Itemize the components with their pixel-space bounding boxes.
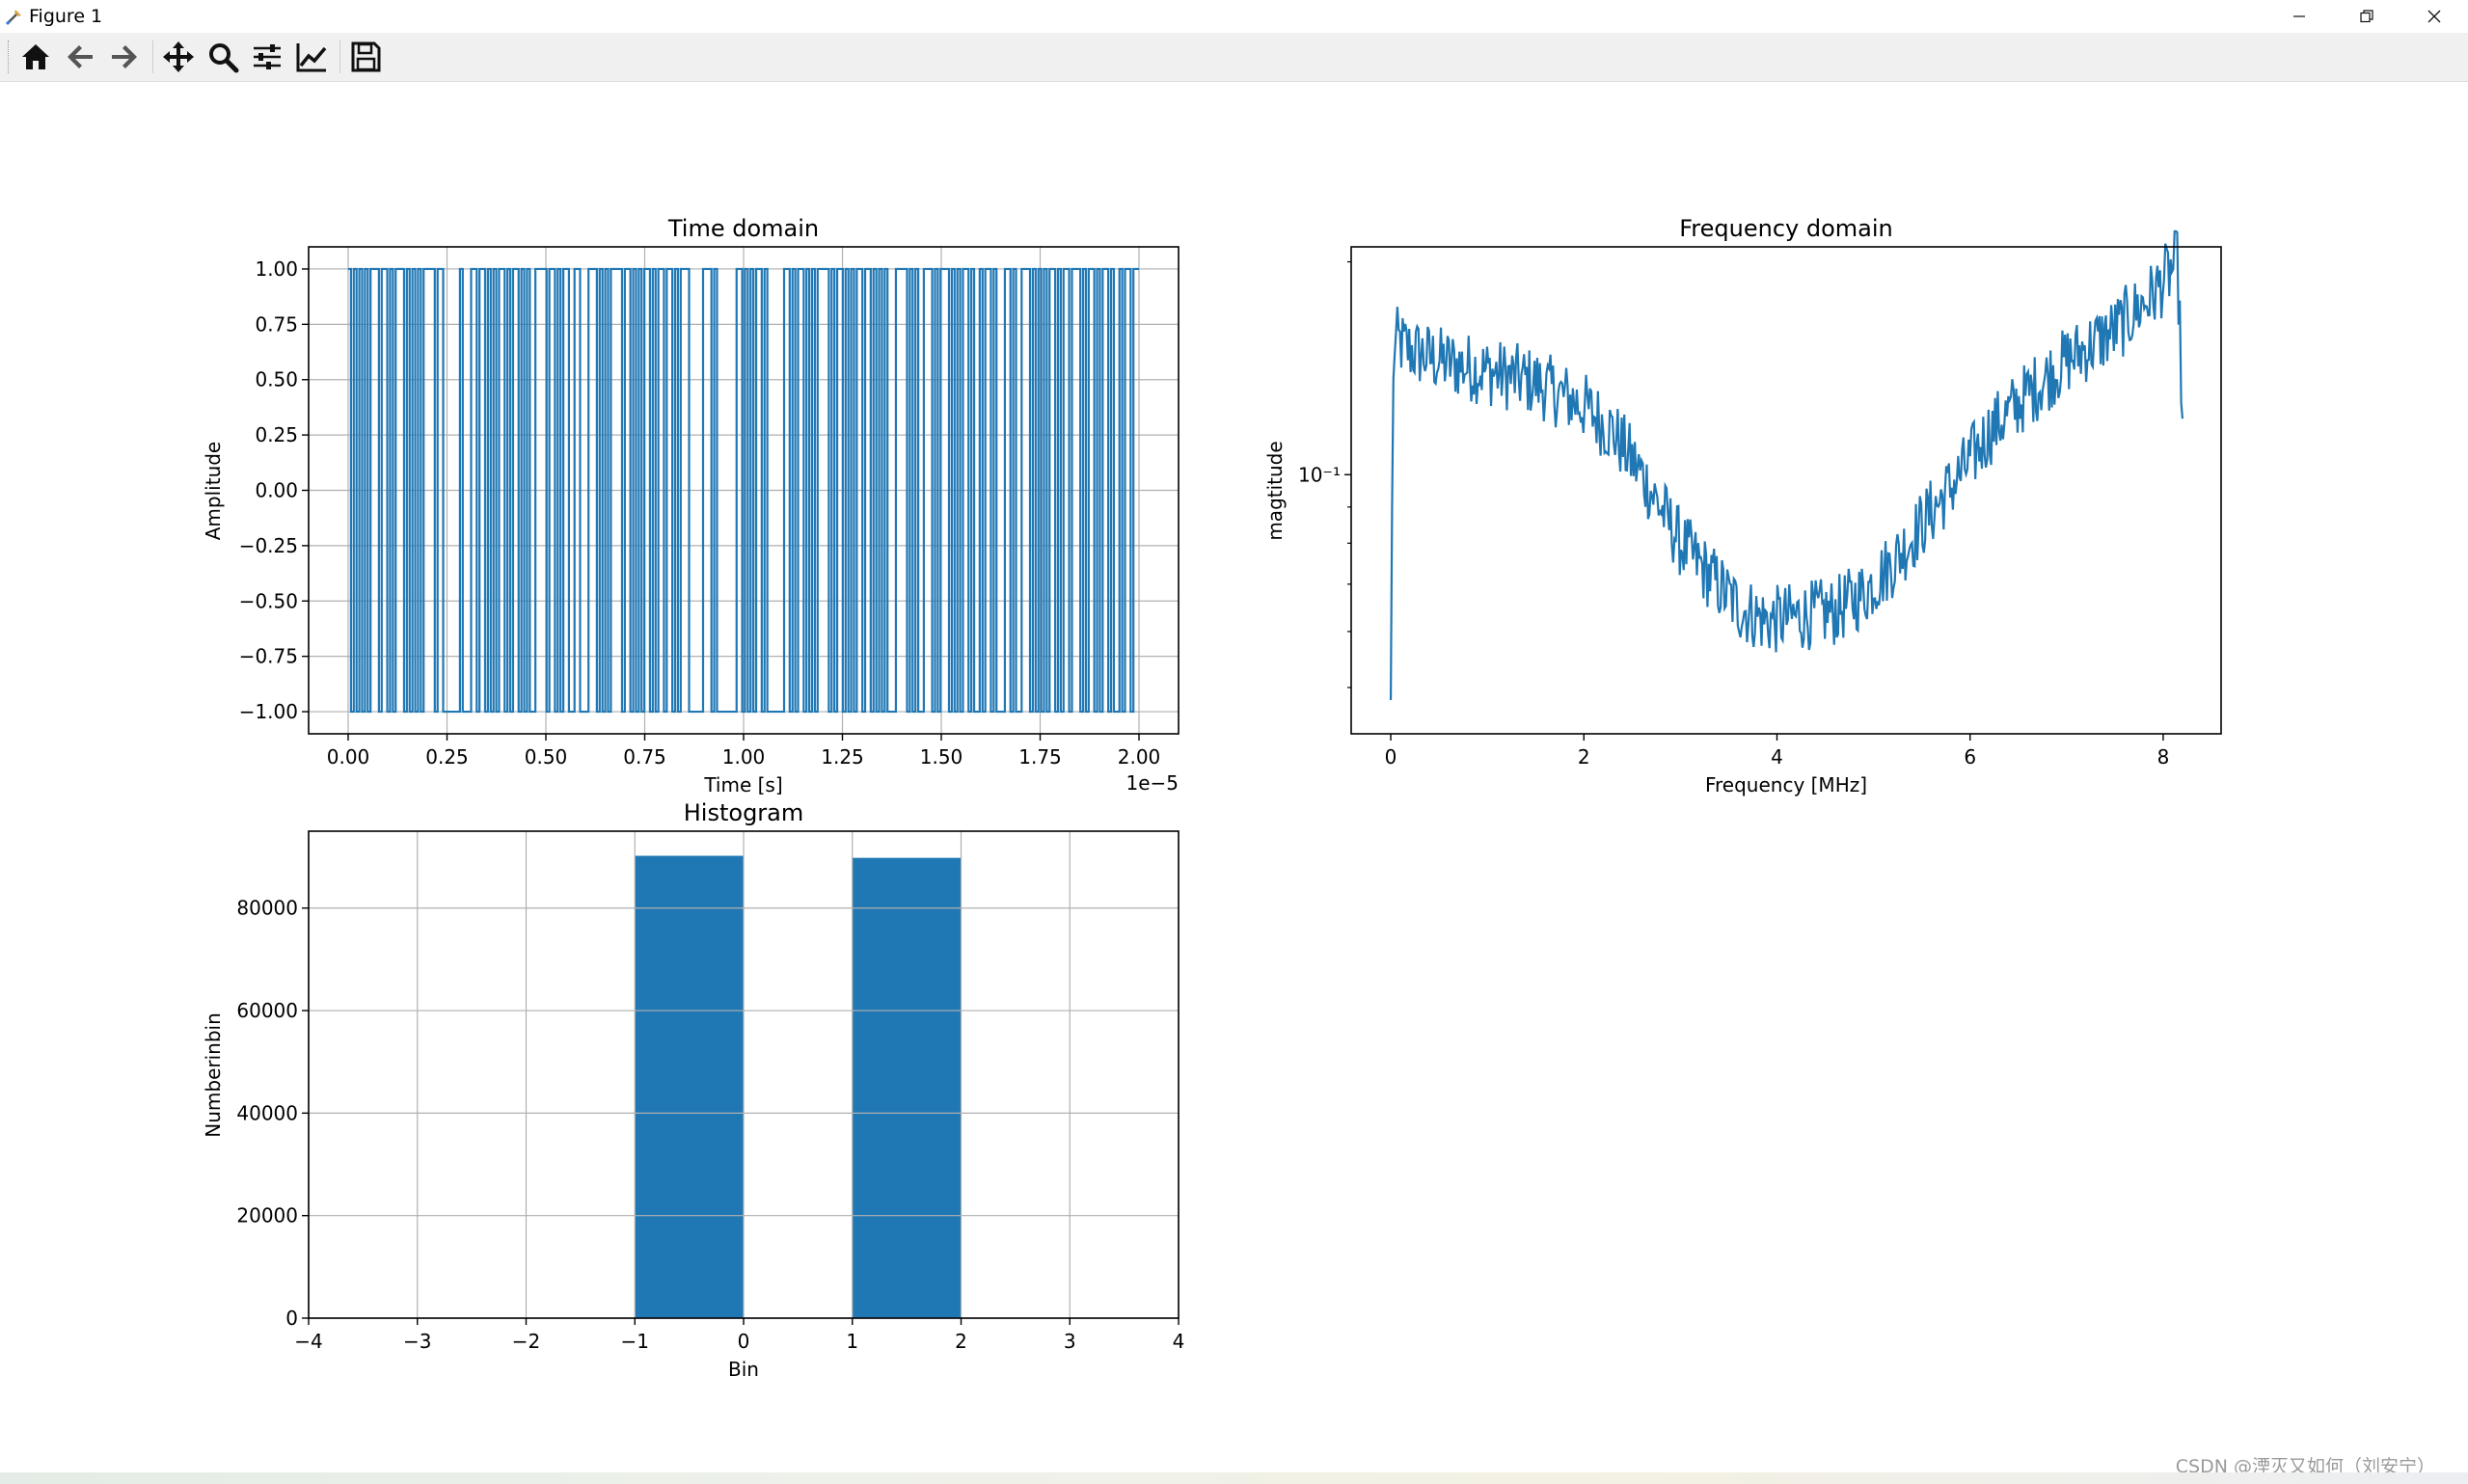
time-domain-xlabel: Time [s]	[703, 773, 782, 796]
time-domain-ytick-label: 0.50	[255, 368, 298, 391]
zoom-button[interactable]	[203, 37, 243, 77]
time-domain-ylabel: Amplitude	[202, 442, 225, 541]
histogram-bar	[852, 857, 962, 1318]
frequency-domain-title: Frequency domain	[1679, 215, 1893, 242]
time-domain-grid	[309, 247, 1179, 734]
toolbar-separator	[152, 40, 153, 73]
frequency-domain-series	[1389, 229, 2184, 700]
histogram-ytick-label: 60000	[236, 999, 298, 1022]
magnifier-icon	[209, 43, 239, 73]
watermark-text: CSDN @湮灭又如何（刘安宁）	[2175, 1456, 2435, 1477]
toolbar-separator	[339, 40, 340, 73]
figure-canvas: 0.00 0.25 0.50 0.75 1.00 1.25 1.50 1.75 2.00 1.00…	[202, 215, 2222, 1381]
histogram-xlabel: Bin	[728, 1358, 759, 1381]
move-icon	[163, 41, 194, 72]
floppy-disk-icon	[351, 41, 381, 72]
frequency-domain-axes: 0 2 4 6 8 10⁻¹ Frequency domain Frequency [MH…	[1263, 215, 2222, 796]
time-domain-xtick-label: 0.25	[425, 745, 469, 769]
time-domain-ytick-label: −0.50	[239, 589, 298, 612]
frequency-domain-frame	[1350, 246, 2222, 735]
time-domain-xtick-label: 1.50	[920, 745, 963, 769]
histogram-bars	[635, 855, 962, 1318]
time-domain-xtick-label: 1.75	[1018, 745, 1062, 769]
back-button[interactable]	[60, 37, 100, 77]
home-button[interactable]	[15, 37, 56, 77]
frequency-domain-xtick-label: 4	[1771, 745, 1783, 769]
histogram-bar	[635, 855, 744, 1318]
configure-subplots-button[interactable]	[247, 37, 287, 77]
save-button[interactable]	[345, 37, 386, 77]
histogram-xtick-label: −2	[512, 1330, 540, 1353]
frequency-domain-xlabel: Frequency [MHz]	[1705, 773, 1867, 796]
histogram-ytick-label: 80000	[236, 897, 298, 920]
frequency-domain-xtick-label: 8	[2157, 745, 2170, 769]
time-domain-ticks: 0.00 0.25 0.50 0.75 1.00 1.25 1.50 1.75 2.00 1.00…	[239, 257, 1161, 769]
minimize-icon	[2293, 15, 2305, 17]
histogram-xtick-label: −4	[294, 1330, 322, 1353]
time-domain-ytick-label: −0.25	[239, 534, 298, 557]
close-button[interactable]	[2400, 0, 2468, 33]
restore-icon	[2360, 10, 2373, 23]
histogram-grid	[308, 831, 1180, 1319]
title-bar: Figure 1	[0, 0, 2468, 33]
time-domain-offset-label: 1e−5	[1126, 771, 1179, 795]
time-domain-title: Time domain	[667, 215, 819, 242]
time-domain-signal-line	[348, 267, 1139, 714]
histogram-ylabel: Numberinbin	[202, 1012, 225, 1138]
frequency-domain-spectrum-line	[1389, 229, 2184, 700]
histogram-xtick-label: 4	[1173, 1330, 1185, 1353]
frequency-domain-ticks: 0 2 4 6 8 10⁻¹	[1298, 260, 2170, 769]
frequency-domain-ytick-label: 10⁻¹	[1298, 463, 1341, 486]
histogram-xtick-label: 3	[1064, 1330, 1076, 1353]
time-domain-xtick-label: 1.25	[821, 745, 864, 769]
time-domain-ytick-label: 0.25	[255, 423, 298, 446]
pan-button[interactable]	[158, 37, 199, 77]
home-icon	[22, 44, 49, 69]
frequency-domain-xtick-label: 6	[1964, 745, 1976, 769]
time-domain-ytick-label: 0.00	[255, 479, 298, 502]
histogram-ytick-label: 20000	[236, 1204, 298, 1228]
time-domain-series	[348, 267, 1139, 714]
histogram-xtick-label: −1	[621, 1330, 649, 1353]
histogram-xtick-label: 1	[846, 1330, 858, 1353]
arrow-right-icon	[112, 45, 137, 68]
histogram-ytick-label: 0	[285, 1307, 298, 1330]
time-domain-ytick-label: −1.00	[239, 700, 298, 723]
time-domain-ytick-label: 0.75	[255, 312, 298, 336]
time-domain-xtick-label: 2.00	[1118, 745, 1161, 769]
taskbar-strip	[0, 1472, 2468, 1484]
toolbar-grip	[8, 40, 13, 73]
histogram-xtick-label: 0	[738, 1330, 750, 1353]
time-domain-xtick-label: 0.75	[623, 745, 666, 769]
histogram-xtick-label: 2	[955, 1330, 967, 1353]
time-domain-xtick-label: 0.50	[525, 745, 568, 769]
histogram-xtick-label: −3	[403, 1330, 431, 1353]
close-icon	[2427, 10, 2441, 23]
restore-button[interactable]	[2333, 0, 2400, 33]
time-domain-axes: 0.00 0.25 0.50 0.75 1.00 1.25 1.50 1.75 2.00 1.00…	[202, 215, 1180, 796]
app-icon	[5, 10, 21, 26]
window-title: Figure 1	[29, 6, 103, 27]
time-domain-ytick-label: 1.00	[255, 257, 298, 281]
frequency-domain-xtick-label: 2	[1578, 745, 1590, 769]
time-domain-ytick-label: −0.75	[239, 645, 298, 668]
histogram-ytick-label: 40000	[236, 1101, 298, 1124]
histogram-ticks: −4 −3 −2 −1 0 1 2 3 4 0 20000 40000 60000 80000	[236, 897, 1184, 1353]
sliders-icon	[254, 44, 281, 69]
line-chart-icon	[296, 43, 327, 72]
histogram-axes: −4 −3 −2 −1 0 1 2 3 4 0 20000 40000 60000 80000 Histo…	[202, 799, 1184, 1381]
minimize-button[interactable]	[2265, 0, 2333, 33]
histogram-title: Histogram	[684, 799, 804, 826]
time-domain-xtick-label: 1.00	[722, 745, 766, 769]
forward-button[interactable]	[104, 37, 145, 77]
frequency-domain-xtick-label: 0	[1385, 745, 1397, 769]
time-domain-xtick-label: 0.00	[327, 745, 370, 769]
arrow-left-icon	[68, 45, 93, 68]
toolbar	[0, 33, 2468, 82]
frequency-domain-ylabel: magtitude	[1263, 441, 1287, 540]
edit-axes-button[interactable]	[291, 37, 332, 77]
